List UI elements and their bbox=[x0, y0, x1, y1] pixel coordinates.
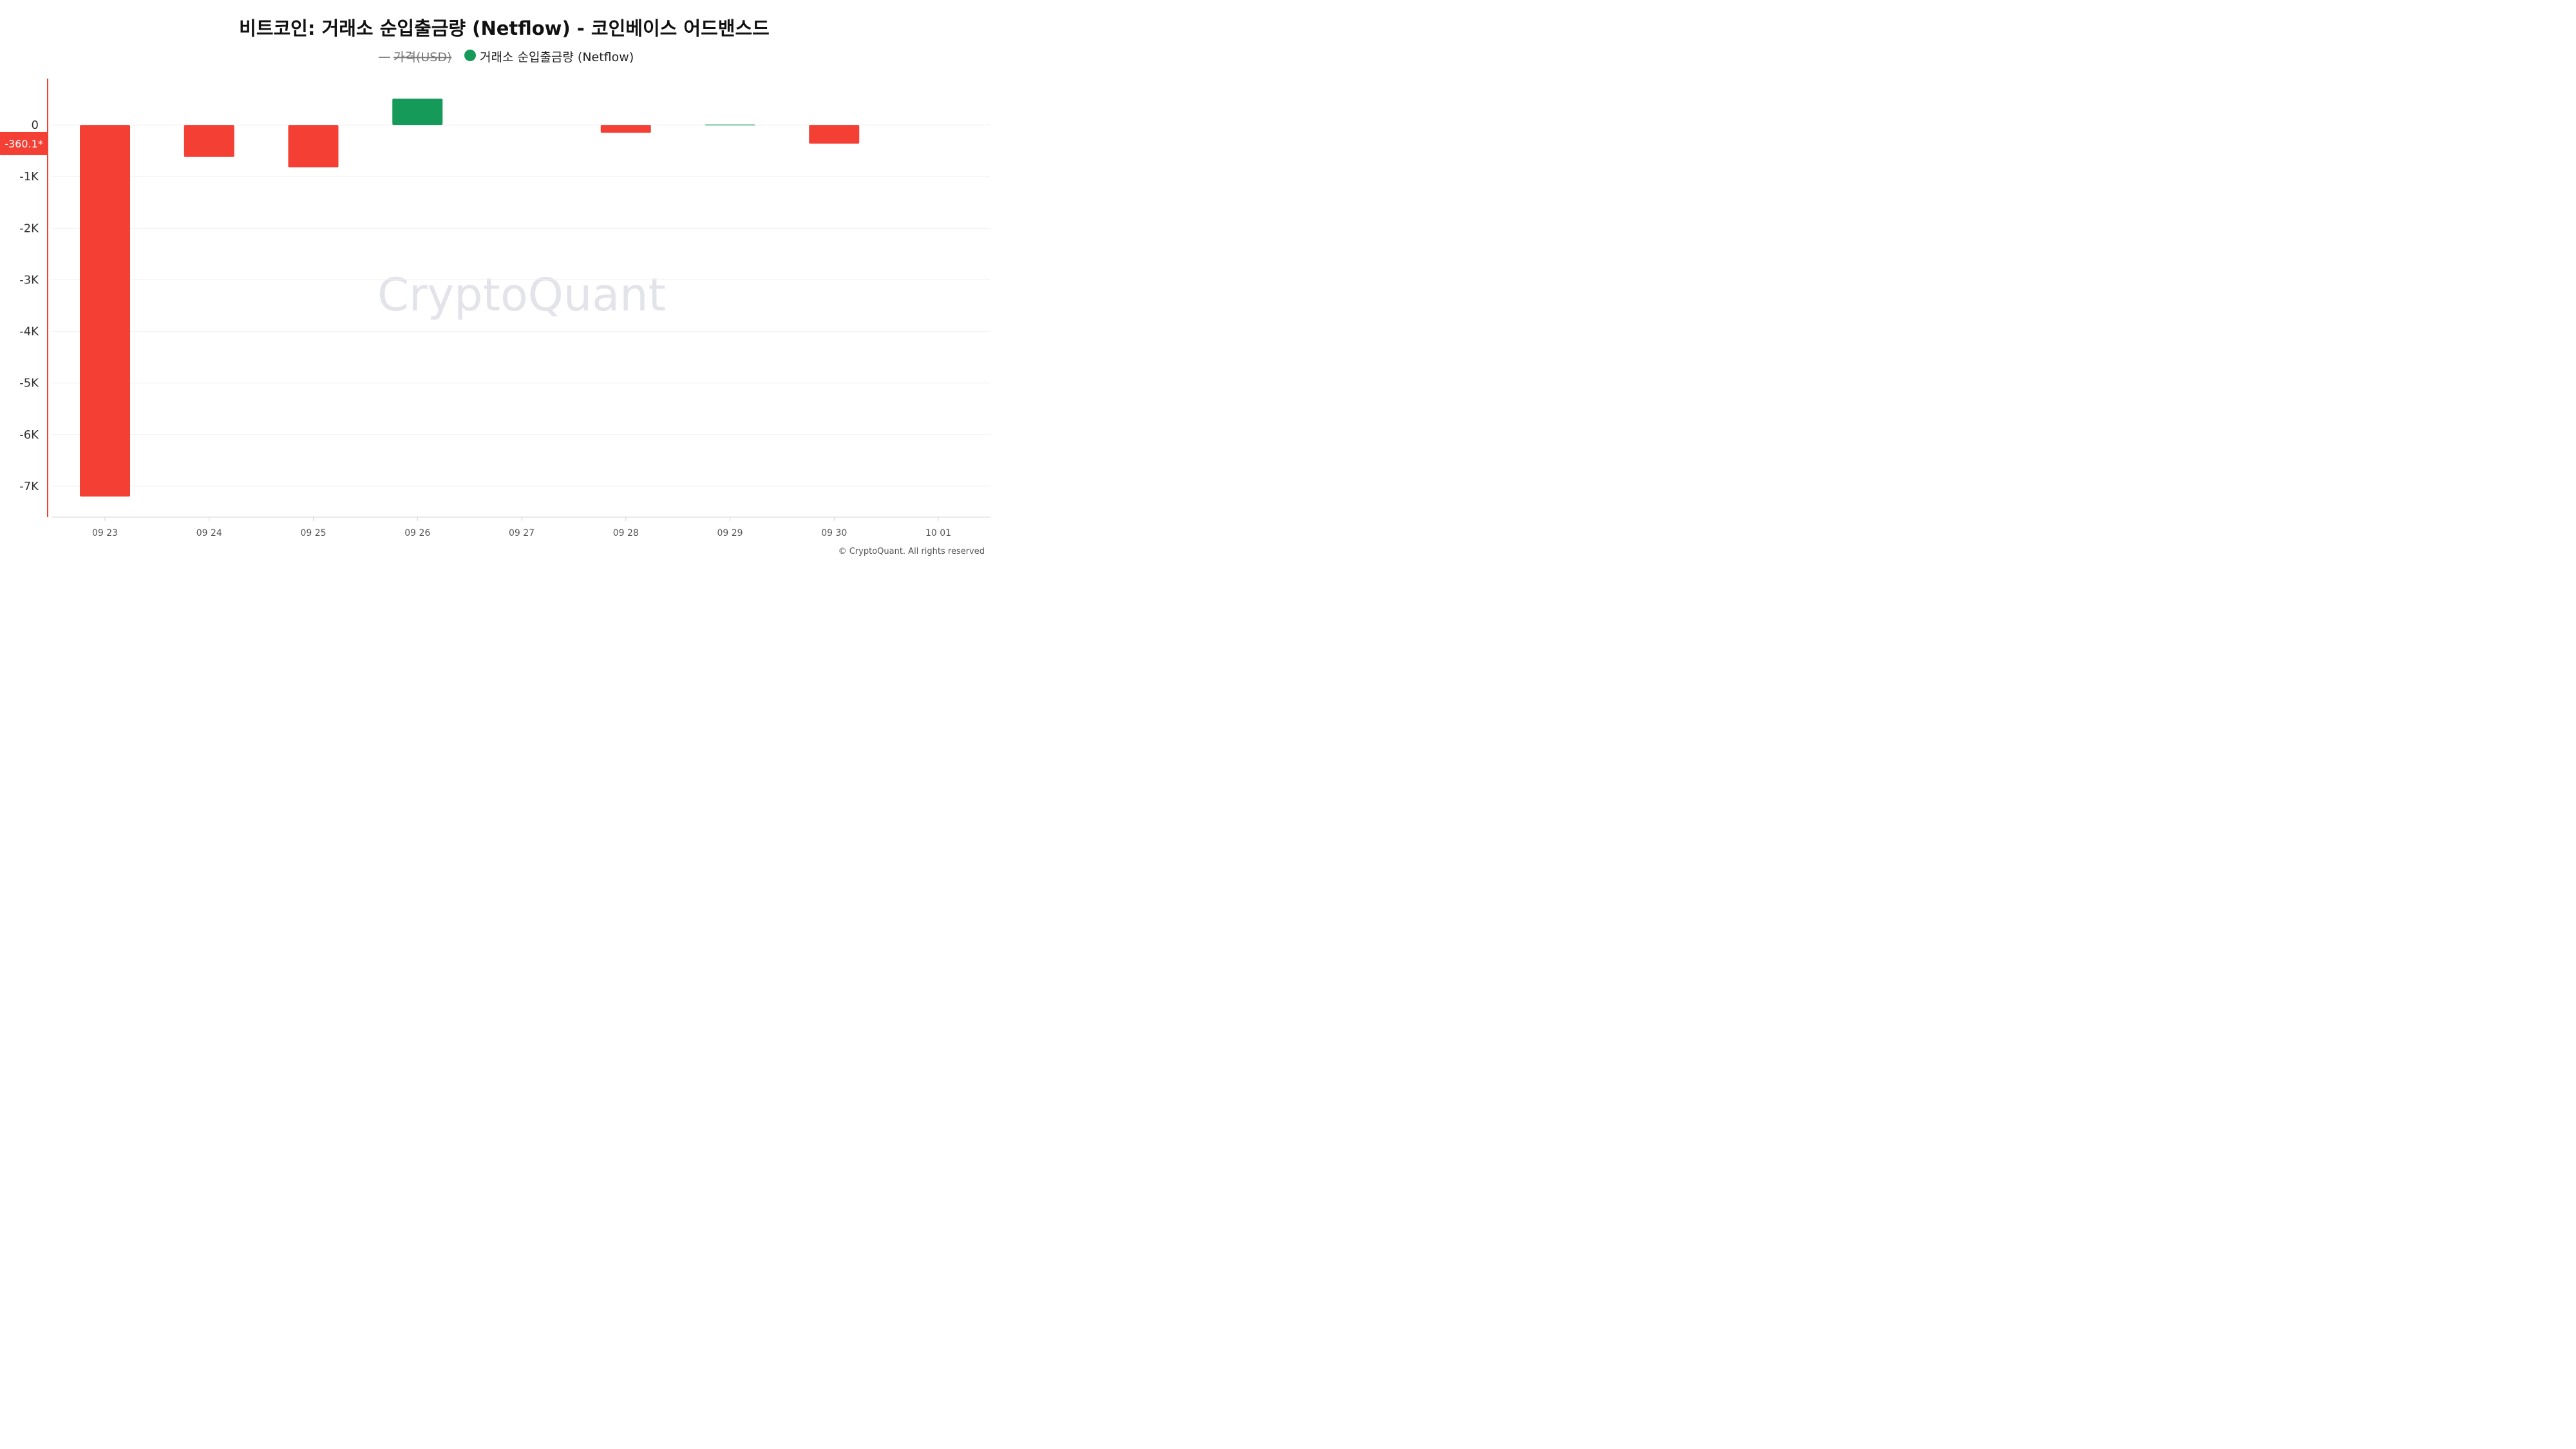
bar-09-28[interactable] bbox=[600, 125, 651, 133]
x-tick-label: 09 27 bbox=[509, 528, 535, 538]
x-tick-label: 09 23 bbox=[92, 528, 118, 538]
copyright: © CryptoQuant. All rights reserved bbox=[838, 547, 985, 556]
x-tick-label: 09 29 bbox=[717, 528, 743, 538]
y-tick-label: -2K bbox=[19, 222, 39, 235]
current-value-marker: -360.1* bbox=[0, 131, 48, 155]
y-tick-label: -6K bbox=[19, 428, 39, 442]
x-tick-label: 09 28 bbox=[613, 528, 639, 538]
legend-item-netflow[interactable]: 거래소 순입출금량 (Netflow) bbox=[480, 50, 634, 64]
legend: 가격(USD) 거래소 순입출금량 (Netflow) bbox=[379, 50, 634, 64]
y-tick-label: -4K bbox=[19, 325, 39, 339]
legend-netflow-circle-icon[interactable] bbox=[464, 50, 476, 61]
y-tick-label: -1K bbox=[19, 170, 39, 184]
x-tick-label: 09 30 bbox=[821, 528, 847, 538]
chart-title: 비트코인: 거래소 순입출금량 (Netflow) - 코인베이스 어드밴스드 bbox=[239, 17, 770, 39]
y-tick-label: 0 bbox=[32, 118, 39, 132]
bar-09-23[interactable] bbox=[80, 125, 130, 497]
y-tick-label: -7K bbox=[19, 480, 39, 493]
netflow-chart: 비트코인: 거래소 순입출금량 (Netflow) - 코인베이스 어드밴스드 … bbox=[0, 17, 990, 556]
x-tick-label: 09 26 bbox=[404, 528, 430, 538]
x-tick-label: 09 24 bbox=[196, 528, 222, 538]
legend-item-price[interactable]: 가격(USD) bbox=[393, 50, 451, 64]
bar-09-25[interactable] bbox=[288, 125, 339, 167]
y-tick-label: -3K bbox=[19, 273, 39, 287]
bar-09-30[interactable] bbox=[809, 125, 860, 144]
x-tick-label: 09 25 bbox=[300, 528, 326, 538]
y-axis: 0 -1K -2K -3K -4K -5K -6K -7K bbox=[19, 79, 48, 517]
current-value-badge bbox=[0, 131, 48, 155]
y-tick-label: -5K bbox=[19, 377, 39, 390]
bar-09-26[interactable] bbox=[392, 99, 443, 126]
bar-09-24[interactable] bbox=[184, 125, 234, 157]
bars bbox=[80, 99, 860, 497]
x-tick-label: 10 01 bbox=[925, 528, 951, 538]
current-value-label: -360.1* bbox=[5, 138, 43, 150]
watermark: CryptoQuant bbox=[377, 269, 666, 321]
x-axis: 09 23 09 24 09 25 09 26 09 27 09 28 09 29 09 30… bbox=[52, 516, 990, 538]
bar-09-29[interactable] bbox=[705, 124, 755, 126]
